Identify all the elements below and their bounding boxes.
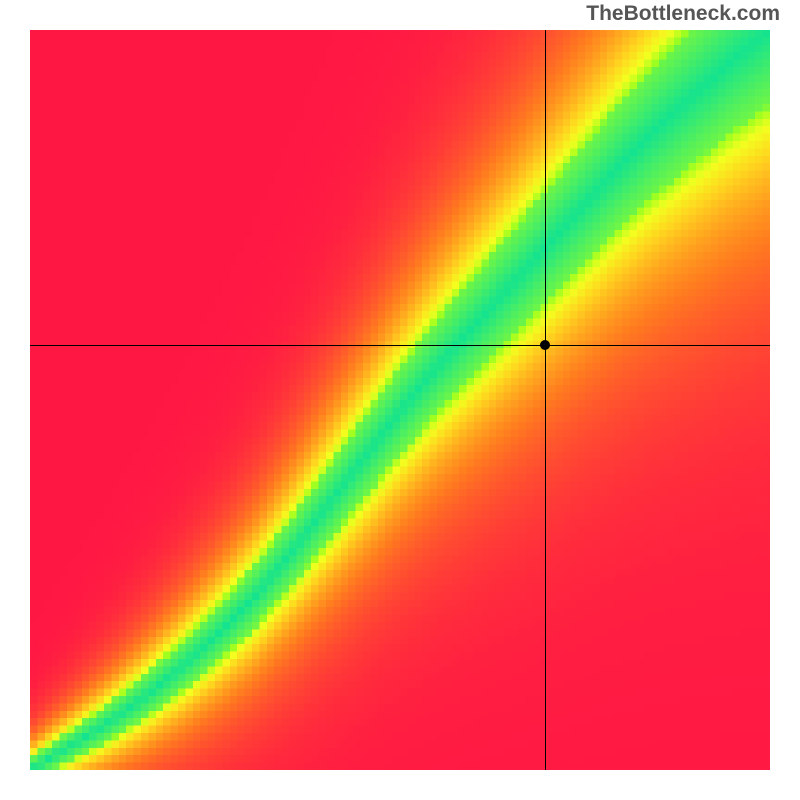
- watermark-text: TheBottleneck.com: [586, 2, 780, 26]
- heatmap-canvas: [30, 30, 770, 770]
- marker-dot: [540, 340, 550, 350]
- crosshair-vertical: [545, 30, 546, 770]
- heatmap-plot: [30, 30, 770, 770]
- crosshair-horizontal: [30, 345, 770, 346]
